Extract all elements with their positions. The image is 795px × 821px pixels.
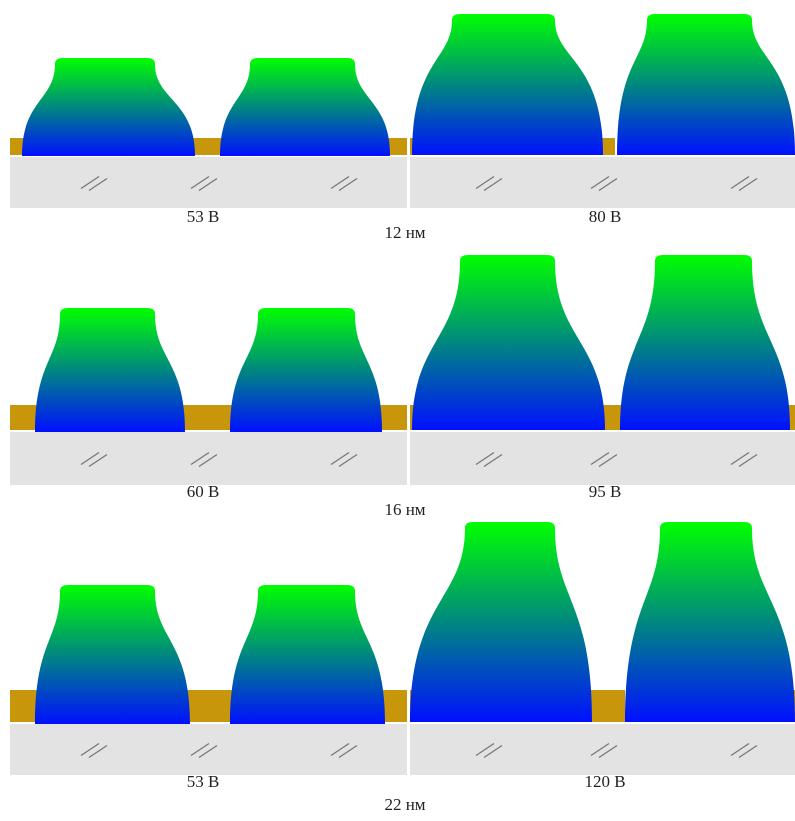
left-label: 53 В — [187, 207, 220, 226]
figure: 53 В 80 В 12 нм 60 В 95 В 16 нм 53 В 120 В 22 нм — [0, 0, 795, 821]
profile — [410, 522, 592, 722]
profile — [412, 255, 605, 430]
left-label: 53 В — [187, 772, 220, 791]
spacing-label: 12 нм — [384, 223, 425, 242]
profile — [35, 585, 190, 724]
profile — [230, 585, 385, 724]
right-label: 120 В — [584, 772, 625, 791]
substrate — [10, 724, 407, 775]
profile — [620, 255, 790, 430]
profile — [35, 308, 185, 432]
profile — [412, 14, 603, 155]
right-label: 95 В — [589, 482, 622, 501]
left-label: 60 В — [187, 482, 220, 501]
spacing-label: 22 нм — [384, 795, 425, 814]
substrate — [10, 432, 407, 485]
profile — [220, 58, 390, 156]
spacing-label: 16 нм — [384, 500, 425, 519]
substrate — [410, 724, 795, 775]
right-label: 80 В — [589, 207, 622, 226]
substrate — [410, 157, 795, 208]
profile — [625, 522, 795, 722]
profile — [617, 14, 795, 155]
profile — [230, 308, 382, 432]
substrate — [410, 432, 795, 485]
profile — [22, 58, 195, 156]
layer — [588, 690, 625, 722]
substrate — [10, 157, 407, 208]
